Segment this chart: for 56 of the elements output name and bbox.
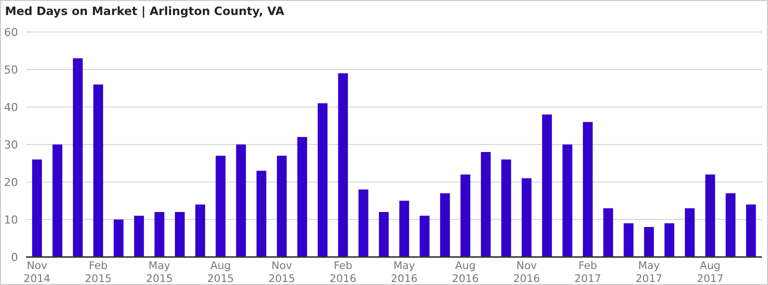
- y-tick-label: 0: [11, 250, 18, 264]
- bar: [582, 122, 593, 257]
- x-tick-label: Feb 2016: [330, 260, 357, 285]
- bar: [726, 193, 736, 257]
- x-tick-label: Nov 2016: [513, 260, 540, 285]
- x-tick-label: Feb 2015: [84, 260, 112, 285]
- bar: [501, 160, 512, 257]
- bar: [664, 223, 674, 257]
- bar: [460, 174, 470, 257]
- bar: [174, 212, 185, 257]
- x-tick-label: Aug 2016: [452, 260, 480, 285]
- bar: [746, 204, 756, 257]
- chart-title: Med Days on Market | Arlington County, VA: [5, 4, 284, 18]
- bar: [276, 156, 287, 257]
- bar: [603, 208, 614, 257]
- y-tick-label: 30: [4, 138, 18, 152]
- bar: [624, 223, 634, 257]
- bar: [52, 144, 62, 257]
- bar: [358, 190, 368, 257]
- x-tick-label: Nov 2015: [268, 260, 296, 285]
- bar: [684, 208, 695, 257]
- bar: [420, 216, 430, 257]
- bar: [72, 58, 83, 257]
- bar: [216, 156, 226, 257]
- bar: [562, 144, 572, 257]
- x-tick-label: Aug 2017: [696, 260, 724, 285]
- x-tick-label: May 2015: [146, 260, 173, 285]
- bar: [32, 160, 42, 257]
- y-tick-label: 20: [4, 176, 18, 189]
- bar: [134, 216, 144, 257]
- bar: [480, 152, 491, 257]
- y-tick-label: 40: [4, 100, 18, 114]
- bar: [256, 170, 266, 257]
- bar: [542, 114, 552, 257]
- bar: [195, 204, 206, 257]
- bar: [236, 144, 246, 257]
- y-tick-label: 60: [4, 26, 18, 39]
- bar: [399, 200, 410, 257]
- bar: [318, 103, 328, 257]
- bar: [338, 73, 348, 257]
- bar: [154, 212, 164, 257]
- bar: [297, 137, 308, 257]
- y-tick-label: 50: [4, 63, 18, 76]
- x-tick-label: May 2016: [390, 260, 418, 285]
- x-tick-label: Feb 2017: [574, 260, 602, 285]
- bar: [440, 193, 450, 257]
- x-tick-label: Aug 2015: [207, 260, 234, 285]
- bar: [522, 178, 532, 257]
- bar: [378, 212, 389, 257]
- x-tick-label: Nov 2014: [24, 260, 51, 285]
- bar: [705, 174, 716, 257]
- x-tick-label: May 2017: [636, 260, 662, 285]
- bar: [114, 220, 124, 257]
- bar: [93, 84, 104, 257]
- y-tick-label: 10: [4, 213, 18, 226]
- bar: [644, 227, 654, 257]
